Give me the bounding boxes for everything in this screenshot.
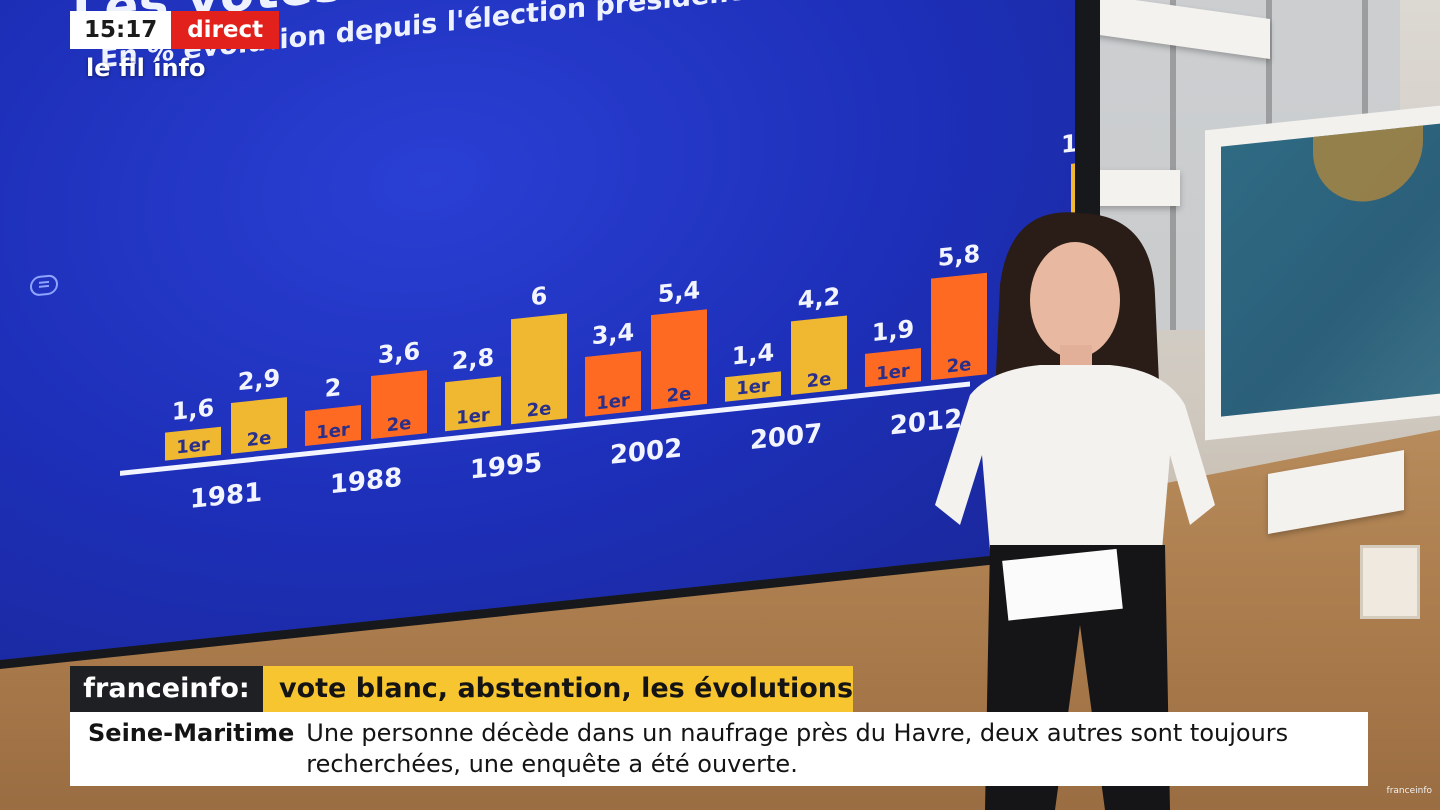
bar-1er-2002	[585, 351, 641, 417]
ticker-headline: Une personne décède dans un naufrage prè…	[306, 719, 1289, 778]
value-label: 5,8	[938, 240, 980, 272]
value-label: 2,9	[238, 364, 280, 396]
bar-2e-2002	[651, 309, 707, 410]
side-screen	[1205, 105, 1440, 441]
bar-1er-1981	[165, 426, 221, 461]
video-wall: Les votes blancs et nuls en France En % …	[0, 0, 1075, 660]
category-label: 1995	[470, 448, 542, 486]
value-label: 1,9	[872, 315, 914, 347]
bar-2e-2007	[791, 315, 847, 395]
topic-banner: vote blanc, abstention, les évolutions	[263, 666, 853, 712]
bar-2e-1988	[371, 370, 427, 440]
round-label: 2e	[247, 428, 272, 452]
chart-baseline	[120, 381, 970, 476]
value-label: 11,52	[1061, 123, 1075, 159]
category-label: 1988	[330, 463, 402, 501]
bar-2e-1981	[231, 397, 287, 454]
round-label: 2e	[947, 354, 972, 378]
ticker-region: Seine-Maritime	[88, 719, 295, 747]
live-time: 15:17	[70, 11, 172, 49]
value-label: 3,4	[592, 318, 634, 350]
category-label: 1981	[190, 478, 262, 516]
round-label: 2e	[667, 383, 692, 407]
value-label: 1,6	[172, 394, 214, 426]
studio-shelf	[1085, 170, 1180, 206]
channel-logo: franceinfo:	[70, 666, 263, 712]
category-label: 2007	[750, 419, 822, 457]
news-ticker: Seine-Maritime Une personne décède dans …	[70, 712, 1368, 786]
round-label: 1er	[736, 375, 770, 399]
fil-info-label: le fil info	[86, 54, 206, 82]
bar-2e-2012	[931, 272, 987, 381]
round-label: 2e	[807, 369, 832, 393]
value-label: 3,6	[378, 337, 420, 369]
bar-1er-2012	[865, 347, 921, 388]
corner-logo: franceinfo	[1386, 786, 1432, 796]
bar-2e-1995	[511, 313, 567, 425]
value-label: 1,4	[732, 338, 774, 370]
value-label: 2	[325, 373, 342, 403]
picture-frame	[1360, 545, 1420, 619]
bar-1er-2007	[725, 371, 781, 402]
round-label: 1er	[596, 390, 630, 414]
bar-chart: 1,6 1er 2,9 2e 1981 2 1er 3,6 2e 1988 2,8 1er 6 2e 199…	[120, 123, 1075, 516]
round-label: 1er	[456, 405, 490, 429]
round-label: 2e	[527, 398, 552, 422]
round-label: 1er	[176, 434, 210, 458]
round-label: 1er	[316, 419, 350, 443]
live-badge: 15:17 direct	[70, 11, 280, 49]
value-label: 6	[531, 282, 548, 312]
round-label: 1er	[876, 360, 910, 384]
side-screen-display	[1221, 123, 1440, 417]
round-label: 2e	[387, 413, 412, 437]
bar-1er-1988	[305, 405, 361, 446]
category-label: 2002	[610, 433, 682, 471]
bar-1er-1995	[445, 376, 501, 432]
value-label: 4,2	[798, 282, 840, 314]
value-label: 2,8	[452, 343, 494, 375]
live-label: direct	[171, 11, 280, 49]
value-label: 5,4	[658, 276, 700, 308]
